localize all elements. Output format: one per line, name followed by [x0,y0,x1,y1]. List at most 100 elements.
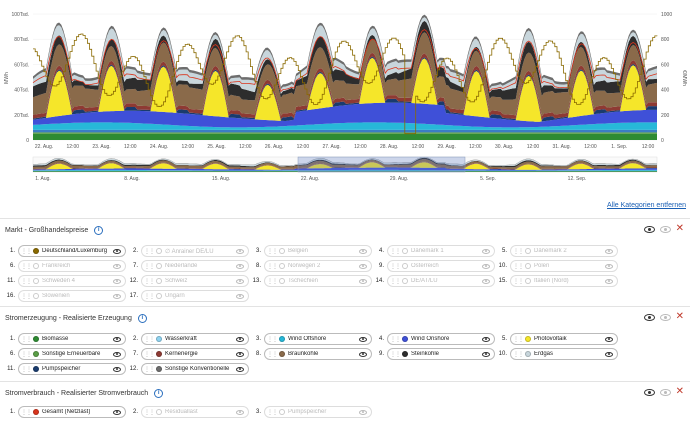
drag-handle-icon[interactable]: ⋮⋮ [513,336,524,343]
visibility-eye-icon[interactable] [359,351,367,357]
category-toggle[interactable]: ⋮⋮ Frankreich [18,260,126,272]
close-icon[interactable]: ✕ [675,311,684,322]
category-toggle[interactable]: ⋮⋮ Steinkohle [387,348,495,360]
category-toggle[interactable]: ⋮⋮ Tschechien [264,275,372,287]
hide-all-icon[interactable] [659,225,671,233]
visibility-eye-icon[interactable] [236,293,244,299]
visibility-eye-icon[interactable] [113,366,121,372]
drag-handle-icon[interactable]: ⋮⋮ [144,409,155,416]
drag-handle-icon[interactable]: ⋮⋮ [267,263,278,270]
category-toggle[interactable]: ⋮⋮ Schweden 4 [18,275,126,287]
drag-handle-icon[interactable]: ⋮⋮ [513,263,524,270]
category-toggle[interactable]: ⋮⋮ Biomasse [18,333,126,345]
info-icon[interactable]: i [137,313,147,323]
category-toggle[interactable]: ⋮⋮ ∅ Anrainer DE/LU [141,245,249,257]
drag-handle-icon[interactable]: ⋮⋮ [144,293,155,300]
category-toggle[interactable]: ⋮⋮ Residuallast [141,406,249,418]
drag-handle-icon[interactable]: ⋮⋮ [144,248,155,255]
category-toggle[interactable]: ⋮⋮ Österreich [387,260,495,272]
visibility-eye-icon[interactable] [236,278,244,284]
category-toggle[interactable]: ⋮⋮ Schweiz [141,275,249,287]
drag-handle-icon[interactable]: ⋮⋮ [390,336,401,343]
drag-handle-icon[interactable]: ⋮⋮ [267,351,278,358]
visibility-eye-icon[interactable] [605,351,613,357]
visibility-eye-icon[interactable] [482,278,490,284]
visibility-eye-icon[interactable] [482,336,490,342]
visibility-eye-icon[interactable] [605,278,613,284]
visibility-eye-icon[interactable] [359,278,367,284]
category-toggle[interactable]: ⋮⋮ Ungarn [141,290,249,302]
chart-svg[interactable]: 0 20Tsd. 40Tsd. 60Tsd. 80Tsd. 100Tsd. 0 200 400 6… [0,0,690,200]
drag-handle-icon[interactable]: ⋮⋮ [21,278,32,285]
info-icon[interactable]: i [154,388,164,398]
category-toggle[interactable]: ⋮⋮ Deutschland/Luxemburg [18,245,126,257]
show-all-icon[interactable] [643,388,655,396]
visibility-eye-icon[interactable] [113,248,121,254]
visibility-eye-icon[interactable] [359,248,367,254]
drag-handle-icon[interactable]: ⋮⋮ [390,351,401,358]
drag-handle-icon[interactable]: ⋮⋮ [513,248,524,255]
drag-handle-icon[interactable]: ⋮⋮ [144,263,155,270]
drag-handle-icon[interactable]: ⋮⋮ [144,366,155,373]
category-toggle[interactable]: ⋮⋮ Italien (Nord) [510,275,618,287]
drag-handle-icon[interactable]: ⋮⋮ [21,351,32,358]
category-toggle[interactable]: ⋮⋮ Pumpspeicher [18,363,126,375]
drag-handle-icon[interactable]: ⋮⋮ [267,409,278,416]
visibility-eye-icon[interactable] [113,263,121,269]
visibility-eye-icon[interactable] [236,263,244,269]
hide-all-icon[interactable] [659,313,671,321]
drag-handle-icon[interactable]: ⋮⋮ [267,248,278,255]
drag-handle-icon[interactable]: ⋮⋮ [390,278,401,285]
drag-handle-icon[interactable]: ⋮⋮ [21,409,32,416]
visibility-eye-icon[interactable] [359,336,367,342]
visibility-eye-icon[interactable] [482,263,490,269]
drag-handle-icon[interactable]: ⋮⋮ [513,278,524,285]
visibility-eye-icon[interactable] [359,409,367,415]
drag-handle-icon[interactable]: ⋮⋮ [21,263,32,270]
drag-handle-icon[interactable]: ⋮⋮ [21,293,32,300]
visibility-eye-icon[interactable] [236,366,244,372]
visibility-eye-icon[interactable] [482,351,490,357]
stacked-area-chart[interactable]: 0 20Tsd. 40Tsd. 60Tsd. 80Tsd. 100Tsd. 0 200 400 6… [0,0,690,200]
category-toggle[interactable]: ⋮⋮ Belgien [264,245,372,257]
close-icon[interactable]: ✕ [675,223,684,234]
category-toggle[interactable]: ⋮⋮ Photovoltaik [510,333,618,345]
close-icon[interactable]: ✕ [675,386,684,397]
category-toggle[interactable]: ⋮⋮ Wasserkraft [141,333,249,345]
drag-handle-icon[interactable]: ⋮⋮ [513,351,524,358]
visibility-eye-icon[interactable] [236,248,244,254]
visibility-eye-icon[interactable] [605,336,613,342]
drag-handle-icon[interactable]: ⋮⋮ [144,278,155,285]
category-toggle[interactable]: ⋮⋮ Wind Onshore [387,333,495,345]
category-toggle[interactable]: ⋮⋮ Braunkohle [264,348,372,360]
category-toggle[interactable]: ⋮⋮ Wind Offshore [264,333,372,345]
drag-handle-icon[interactable]: ⋮⋮ [390,263,401,270]
category-toggle[interactable]: ⋮⋮ Sonstige Konventionelle [141,363,249,375]
drag-handle-icon[interactable]: ⋮⋮ [21,336,32,343]
category-toggle[interactable]: ⋮⋮ Gesamt (Netzlast) [18,406,126,418]
drag-handle-icon[interactable]: ⋮⋮ [144,336,155,343]
category-toggle[interactable]: ⋮⋮ Erdgas [510,348,618,360]
visibility-eye-icon[interactable] [482,248,490,254]
drag-handle-icon[interactable]: ⋮⋮ [390,248,401,255]
visibility-eye-icon[interactable] [236,336,244,342]
show-all-icon[interactable] [643,313,655,321]
category-toggle[interactable]: ⋮⋮ Kernenergie [141,348,249,360]
visibility-eye-icon[interactable] [113,336,121,342]
visibility-eye-icon[interactable] [359,263,367,269]
category-toggle[interactable]: ⋮⋮ Dänemark 1 [387,245,495,257]
drag-handle-icon[interactable]: ⋮⋮ [267,336,278,343]
visibility-eye-icon[interactable] [605,248,613,254]
category-toggle[interactable]: ⋮⋮ Polen [510,260,618,272]
visibility-eye-icon[interactable] [236,351,244,357]
remove-all-categories-link[interactable]: Alle Kategorien entfernen [607,202,686,209]
category-toggle[interactable]: ⋮⋮ Niederlande [141,260,249,272]
drag-handle-icon[interactable]: ⋮⋮ [21,248,32,255]
drag-handle-icon[interactable]: ⋮⋮ [144,351,155,358]
category-toggle[interactable]: ⋮⋮ DE/AT/LU [387,275,495,287]
hide-all-icon[interactable] [659,388,671,396]
visibility-eye-icon[interactable] [113,278,121,284]
visibility-eye-icon[interactable] [605,263,613,269]
category-toggle[interactable]: ⋮⋮ Dänemark 2 [510,245,618,257]
category-toggle[interactable]: ⋮⋮ Sonstige Erneuerbare [18,348,126,360]
